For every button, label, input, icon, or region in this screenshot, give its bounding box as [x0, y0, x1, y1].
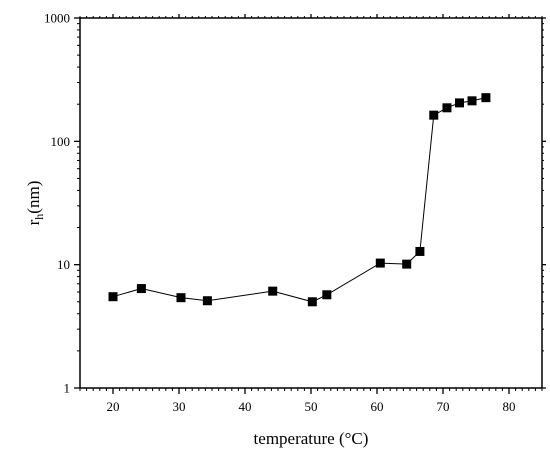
x-axis-ticks [79, 14, 543, 394]
plot-frame [79, 17, 543, 389]
x-tick-label: 60 [371, 399, 384, 414]
x-tick-label: 30 [173, 399, 186, 414]
y-axis-tick-labels: 1 10 100 1000 [44, 11, 70, 396]
series-markers [108, 93, 491, 307]
x-tick-label: 40 [239, 399, 252, 414]
data-point [108, 292, 118, 302]
data-point [442, 103, 452, 113]
x-axis-tick-labels: 20 30 40 50 60 70 80 [107, 399, 516, 414]
data-point [481, 93, 491, 103]
data-point [136, 284, 146, 294]
series-line [112, 97, 487, 303]
data-point [429, 110, 439, 120]
data-point [402, 259, 412, 269]
data-point [322, 290, 332, 300]
data-point [202, 296, 212, 306]
data-point [176, 293, 186, 303]
data-point [415, 246, 425, 256]
data-point [307, 297, 317, 307]
data-point [455, 98, 464, 108]
y-axis-ticks [74, 17, 546, 389]
data-point [268, 286, 278, 296]
y-axis-title-subscript: h [32, 214, 46, 220]
data-point [375, 258, 385, 268]
data-point [467, 96, 477, 106]
y-tick-label: 100 [51, 134, 71, 149]
x-tick-label: 80 [503, 399, 516, 414]
y-tick-label: 1 [64, 381, 71, 396]
x-tick-label: 20 [107, 399, 120, 414]
y-axis-title: rh(nm) [24, 181, 46, 226]
y-axis-title-main: r [24, 219, 43, 225]
x-axis-title: temperature (°C) [254, 429, 369, 448]
y-tick-label: 10 [57, 257, 70, 272]
y-axis-title-rest: (nm) [24, 181, 43, 214]
y-tick-label: 1000 [44, 11, 70, 26]
x-tick-label: 70 [437, 399, 450, 414]
x-tick-label: 50 [305, 399, 318, 414]
series-connecting-line [112, 97, 487, 303]
